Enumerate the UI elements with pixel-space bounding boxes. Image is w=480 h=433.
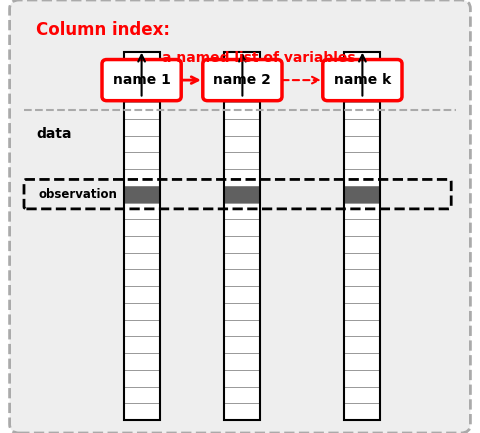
Bar xyxy=(345,52,381,420)
Text: name 1: name 1 xyxy=(113,73,170,87)
FancyBboxPatch shape xyxy=(203,60,282,101)
Text: data: data xyxy=(36,127,72,141)
Bar xyxy=(225,186,260,203)
Text: Column index:: Column index: xyxy=(36,21,170,39)
Text: a named list of variables: a named list of variables xyxy=(162,52,356,65)
Bar xyxy=(225,52,260,420)
FancyBboxPatch shape xyxy=(102,60,181,101)
FancyBboxPatch shape xyxy=(323,60,402,101)
Bar xyxy=(345,52,381,420)
Text: name k: name k xyxy=(334,73,391,87)
Bar xyxy=(124,52,159,420)
Text: name 2: name 2 xyxy=(214,73,271,87)
Bar xyxy=(124,52,159,420)
Bar xyxy=(124,186,159,203)
Text: observation: observation xyxy=(38,187,117,200)
FancyBboxPatch shape xyxy=(10,0,470,433)
Bar xyxy=(225,52,260,420)
Bar xyxy=(345,186,381,203)
